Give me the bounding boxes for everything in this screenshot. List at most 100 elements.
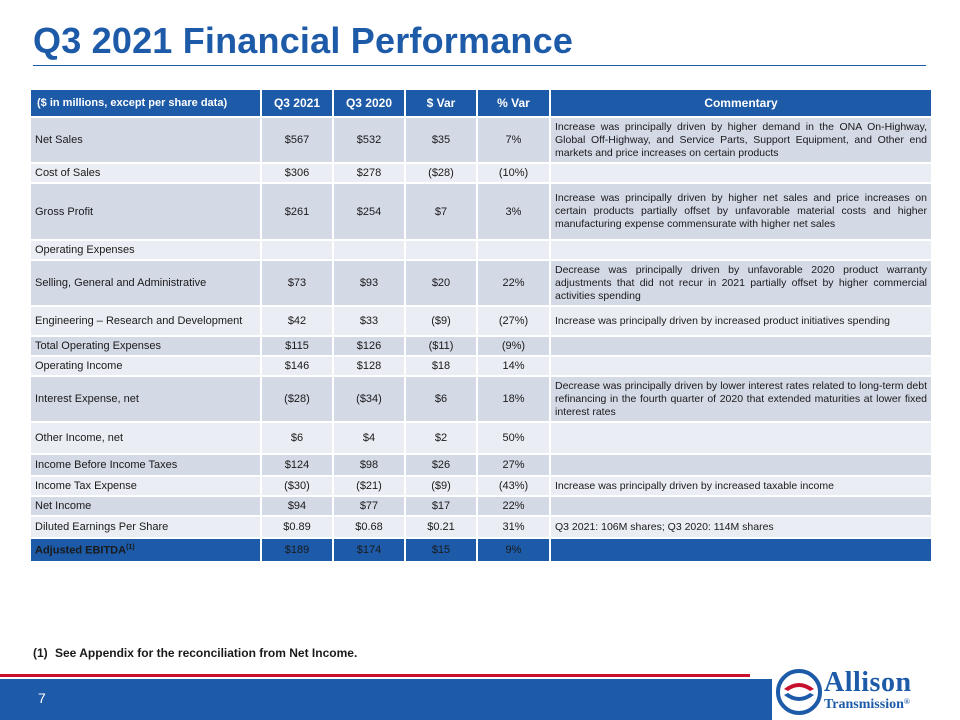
row-label: Selling, General and Administrative xyxy=(29,259,262,307)
cell-q3-2020: $128 xyxy=(332,355,406,377)
cell-dollar-var xyxy=(404,239,478,261)
cell-q3-2020: $278 xyxy=(332,162,406,184)
footnote-marker: (1) xyxy=(33,646,48,660)
header-description: ($ in millions, except per share data) xyxy=(29,88,262,118)
table-row: Diluted Earnings Per Share $0.89 $0.68 $… xyxy=(29,515,933,539)
cell-percent-var: 14% xyxy=(476,355,551,377)
cell-percent-var: 27% xyxy=(476,453,551,477)
title-divider xyxy=(33,65,926,66)
row-label: Net Sales xyxy=(29,116,262,164)
row-label: Adjusted EBITDA(1) xyxy=(29,537,262,563)
table-row: Income Tax Expense ($30) ($21) ($9) (43%… xyxy=(29,475,933,497)
cell-commentary xyxy=(549,335,933,357)
row-label: Gross Profit xyxy=(29,182,262,241)
cell-percent-var xyxy=(476,239,551,261)
row-label: Income Tax Expense xyxy=(29,475,262,497)
row-label-text: Adjusted EBITDA xyxy=(35,544,127,557)
financial-table: ($ in millions, except per share data) Q… xyxy=(29,88,933,563)
cell-commentary: Increase was principally driven by incre… xyxy=(549,305,933,337)
footer-band xyxy=(0,679,772,720)
row-label: Engineering – Research and Development xyxy=(29,305,262,337)
header-dollar-var: $ Var xyxy=(404,88,478,118)
cell-q3-2020: $77 xyxy=(332,495,406,517)
table-row: Cost of Sales $306 $278 ($28) (10%) xyxy=(29,162,933,184)
cell-q3-2021: $146 xyxy=(260,355,334,377)
cell-commentary xyxy=(549,162,933,184)
cell-percent-var: 9% xyxy=(476,537,551,563)
row-label: Interest Expense, net xyxy=(29,375,262,423)
cell-commentary: Decrease was principally driven by lower… xyxy=(549,375,933,423)
row-label: Net Income xyxy=(29,495,262,517)
cell-q3-2021: $567 xyxy=(260,116,334,164)
allison-logo-mark-icon xyxy=(776,669,822,715)
cell-commentary: Increase was principally driven by highe… xyxy=(549,116,933,164)
cell-commentary xyxy=(549,421,933,455)
header-q3-2021: Q3 2021 xyxy=(260,88,334,118)
cell-dollar-var: $26 xyxy=(404,453,478,477)
cell-percent-var: 22% xyxy=(476,259,551,307)
cell-percent-var: (9%) xyxy=(476,335,551,357)
page-number: 7 xyxy=(38,690,46,706)
cell-q3-2020: $93 xyxy=(332,259,406,307)
cell-q3-2021 xyxy=(260,239,334,261)
cell-q3-2021: $115 xyxy=(260,335,334,357)
cell-dollar-var: $18 xyxy=(404,355,478,377)
cell-q3-2021: $261 xyxy=(260,182,334,241)
table-row: Other Income, net $6 $4 $2 50% xyxy=(29,421,933,455)
row-label: Total Operating Expenses xyxy=(29,335,262,357)
cell-dollar-var: $35 xyxy=(404,116,478,164)
cell-q3-2021: $73 xyxy=(260,259,334,307)
cell-dollar-var: ($9) xyxy=(404,475,478,497)
cell-commentary xyxy=(549,537,933,563)
logo-wordmark: Allison xyxy=(824,667,912,698)
table-row: Engineering – Research and Development $… xyxy=(29,305,933,337)
cell-commentary xyxy=(549,495,933,517)
cell-commentary xyxy=(549,355,933,377)
logo-registered-mark: ® xyxy=(903,697,910,706)
table-row: Interest Expense, net ($28) ($34) $6 18%… xyxy=(29,375,933,423)
cell-percent-var: 31% xyxy=(476,515,551,539)
cell-dollar-var: ($11) xyxy=(404,335,478,357)
cell-q3-2020 xyxy=(332,239,406,261)
cell-percent-var: (10%) xyxy=(476,162,551,184)
cell-q3-2021: $94 xyxy=(260,495,334,517)
cell-dollar-var: $15 xyxy=(404,537,478,563)
table-row: Net Income $94 $77 $17 22% xyxy=(29,495,933,517)
table-row: Net Sales $567 $532 $35 7% Increase was … xyxy=(29,116,933,164)
cell-percent-var: 22% xyxy=(476,495,551,517)
cell-commentary: Increase was principally driven by highe… xyxy=(549,182,933,241)
table-row: Gross Profit $261 $254 $7 3% Increase wa… xyxy=(29,182,933,241)
cell-q3-2020: $33 xyxy=(332,305,406,337)
cell-dollar-var: ($9) xyxy=(404,305,478,337)
footnote-ref: (1) xyxy=(126,543,135,551)
cell-dollar-var: $7 xyxy=(404,182,478,241)
cell-q3-2021: ($30) xyxy=(260,475,334,497)
allison-logo: Allison Transmission® xyxy=(776,665,956,717)
cell-q3-2020: $254 xyxy=(332,182,406,241)
cell-dollar-var: $6 xyxy=(404,375,478,423)
page-title: Q3 2021 Financial Performance xyxy=(33,20,574,61)
footnote: (1) See Appendix for the reconciliation f… xyxy=(33,646,357,660)
cell-q3-2021: $42 xyxy=(260,305,334,337)
cell-percent-var: 18% xyxy=(476,375,551,423)
header-percent-var: % Var xyxy=(476,88,551,118)
header-q3-2020: Q3 2020 xyxy=(332,88,406,118)
row-label: Diluted Earnings Per Share xyxy=(29,515,262,539)
table-row: Income Before Income Taxes $124 $98 $26 … xyxy=(29,453,933,477)
cell-commentary: Increase was principally driven by incre… xyxy=(549,475,933,497)
cell-q3-2020: ($34) xyxy=(332,375,406,423)
cell-percent-var: 7% xyxy=(476,116,551,164)
cell-dollar-var: $20 xyxy=(404,259,478,307)
table-row-adjusted-ebitda: Adjusted EBITDA(1) $189 $174 $15 9% xyxy=(29,537,933,563)
footer-accent-line xyxy=(0,674,750,677)
cell-dollar-var: $17 xyxy=(404,495,478,517)
cell-q3-2021: $189 xyxy=(260,537,334,563)
cell-dollar-var: $2 xyxy=(404,421,478,455)
cell-q3-2020: ($21) xyxy=(332,475,406,497)
table-header-row: ($ in millions, except per share data) Q… xyxy=(29,88,933,118)
cell-commentary xyxy=(549,453,933,477)
cell-commentary: Decrease was principally driven by unfav… xyxy=(549,259,933,307)
table-row: Operating Expenses xyxy=(29,239,933,261)
cell-percent-var: 50% xyxy=(476,421,551,455)
table-row: Operating Income $146 $128 $18 14% xyxy=(29,355,933,377)
